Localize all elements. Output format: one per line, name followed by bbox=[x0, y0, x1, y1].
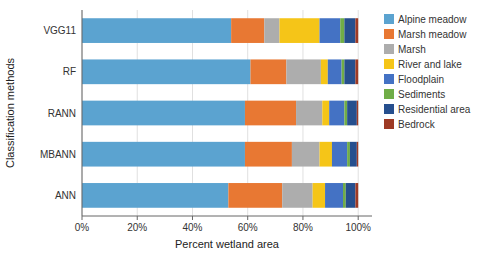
y-tick-label: ANN bbox=[55, 190, 76, 201]
bar-segment bbox=[245, 142, 292, 167]
bar-segment bbox=[82, 183, 228, 208]
y-axis: ANN MBANN RANN RF VGG11 bbox=[40, 10, 82, 216]
bar-segment bbox=[347, 142, 350, 167]
grid bbox=[82, 10, 358, 216]
bar-segment bbox=[350, 142, 357, 167]
bar-segment bbox=[228, 183, 282, 208]
legend-label: Floodplain bbox=[398, 74, 444, 85]
bar-segment bbox=[357, 142, 358, 167]
x-tick bbox=[192, 216, 193, 220]
bar-segment bbox=[320, 18, 341, 43]
legend-swatch bbox=[384, 14, 394, 24]
bar-segment bbox=[346, 183, 356, 208]
bar-segment bbox=[332, 142, 347, 167]
x-tick-label: 20% bbox=[127, 222, 147, 233]
bar-segment bbox=[322, 101, 329, 126]
y-tick-label: VGG11 bbox=[43, 25, 76, 36]
x-tick bbox=[82, 216, 83, 220]
bar-segment bbox=[355, 18, 358, 43]
x-tick bbox=[247, 216, 248, 220]
bar-segment bbox=[250, 59, 286, 84]
y-axis-line bbox=[82, 10, 83, 216]
bars bbox=[82, 18, 358, 208]
bar-segment bbox=[355, 59, 358, 84]
x-tick-label: 60% bbox=[238, 222, 258, 233]
bar-segment bbox=[357, 101, 358, 126]
bar-segment bbox=[321, 59, 328, 84]
y-tick-label: MBANN bbox=[40, 149, 76, 160]
x-tick-label: 100% bbox=[345, 222, 371, 233]
x-tick-label: 40% bbox=[182, 222, 202, 233]
grid-line bbox=[82, 10, 83, 216]
legend-label: Marsh bbox=[398, 44, 426, 55]
bar-segment bbox=[292, 142, 320, 167]
bar-segment bbox=[328, 59, 342, 84]
legend-label: Bedrock bbox=[398, 119, 436, 130]
bar-segment bbox=[245, 101, 296, 126]
bar-segment bbox=[82, 101, 245, 126]
bar-segment bbox=[355, 183, 358, 208]
bar-segment bbox=[329, 101, 344, 126]
legend-label: Residential area bbox=[398, 104, 471, 115]
bar-segment bbox=[320, 142, 332, 167]
x-axis-line bbox=[82, 216, 372, 217]
x-tick bbox=[137, 216, 138, 220]
legend-swatch bbox=[384, 104, 394, 114]
x-axis-label: Percent wetland area bbox=[175, 238, 280, 250]
bar-segment bbox=[344, 101, 347, 126]
bar-segment bbox=[344, 59, 355, 84]
bar-segment bbox=[82, 59, 250, 84]
bar-segment bbox=[82, 18, 231, 43]
y-axis-label: Classification methods bbox=[4, 57, 16, 168]
chart: 0% 20% 40% 60% 80% 100% ANN MBANN RANN RF VGG11 Per… bbox=[0, 0, 500, 256]
bar-segment bbox=[342, 59, 345, 84]
bar-segment bbox=[286, 59, 321, 84]
bar-segment bbox=[340, 18, 344, 43]
legend-label: Sediments bbox=[398, 89, 445, 100]
bar-segment bbox=[279, 18, 319, 43]
bar-segment bbox=[344, 18, 355, 43]
legend-swatch bbox=[384, 59, 394, 69]
y-tick-label: RANN bbox=[48, 108, 76, 119]
bar-segment bbox=[347, 101, 357, 126]
bar-segment bbox=[82, 142, 245, 167]
legend-label: Alpine meadow bbox=[398, 14, 467, 25]
legend-swatch bbox=[384, 44, 394, 54]
legend-swatch bbox=[384, 89, 394, 99]
legend: Alpine meadow Marsh meadow Marsh River and … bbox=[384, 14, 471, 130]
bar-segment bbox=[296, 101, 322, 126]
legend-label: River and lake bbox=[398, 59, 462, 70]
legend-label: Marsh meadow bbox=[398, 29, 467, 40]
x-tick bbox=[358, 216, 359, 220]
bar-segment bbox=[343, 183, 346, 208]
bar-segment bbox=[313, 183, 325, 208]
y-tick-label: RF bbox=[63, 66, 76, 77]
bar-segment bbox=[282, 183, 312, 208]
bar-segment bbox=[264, 18, 279, 43]
legend-swatch bbox=[384, 74, 394, 84]
legend-swatch bbox=[384, 29, 394, 39]
bar-segment bbox=[325, 183, 343, 208]
bar-segment bbox=[231, 18, 264, 43]
x-tick-label: 80% bbox=[293, 222, 313, 233]
x-axis: 0% 20% 40% 60% 80% 100% bbox=[75, 216, 372, 233]
x-tick-label: 0% bbox=[75, 222, 90, 233]
x-tick bbox=[302, 216, 303, 220]
legend-swatch bbox=[384, 119, 394, 129]
